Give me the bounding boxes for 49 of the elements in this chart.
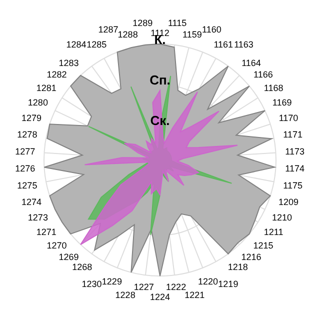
spoke-label: 1229 xyxy=(102,276,122,286)
spoke-label: 1210 xyxy=(272,212,292,222)
spoke-label: 1274 xyxy=(21,196,42,207)
spoke-label: 1283 xyxy=(58,58,79,68)
spoke-label: 1161 xyxy=(214,40,234,50)
spoke-label: 1222 xyxy=(166,282,186,292)
spoke-label: 1168 xyxy=(264,82,284,93)
spoke-label: 1224 xyxy=(150,292,170,302)
spoke-label: 1159 xyxy=(182,30,202,40)
spoke-label: 1230 xyxy=(82,279,102,290)
spoke-label: 1174 xyxy=(285,163,305,174)
spoke-label: 1164 xyxy=(242,58,261,68)
spoke-label: 1282 xyxy=(46,70,67,80)
spoke-label: 1175 xyxy=(283,180,302,190)
spoke-label: 1284 xyxy=(66,40,86,50)
spoke-label: 1215 xyxy=(253,240,274,250)
spoke-label: 1209 xyxy=(278,196,299,207)
spoke-label: 1221 xyxy=(184,290,205,300)
spoke-label: 1227 xyxy=(134,282,154,292)
spoke-label: 1279 xyxy=(21,113,42,124)
spoke-label: 1269 xyxy=(58,252,79,262)
spoke-label: 1289 xyxy=(132,18,153,28)
spoke-label: 1273 xyxy=(28,212,48,222)
spoke-label: 1228 xyxy=(115,290,136,300)
spoke-label: 1287 xyxy=(98,24,118,34)
spoke-label: 1115 xyxy=(168,18,187,28)
spoke-label: 1285 xyxy=(86,40,107,50)
spoke-label: 1278 xyxy=(17,130,38,140)
spoke-label: 1170 xyxy=(278,113,298,124)
spoke-label: 1171 xyxy=(283,130,302,140)
spoke-label: 1173 xyxy=(285,146,305,157)
spoke-label: 1166 xyxy=(254,70,273,80)
spoke-label: 1160 xyxy=(202,24,222,34)
spoke-label: 1219 xyxy=(218,279,238,290)
spoke-label: 1220 xyxy=(198,276,218,286)
spoke-label: 1218 xyxy=(228,262,248,272)
spoke-label: 1268 xyxy=(72,262,92,272)
spoke-label: 1275 xyxy=(17,180,38,190)
spoke-label: 1276 xyxy=(15,163,36,174)
spoke-label: 1288 xyxy=(118,30,138,40)
spoke-label: 1270 xyxy=(46,240,67,250)
spoke-label: 1277 xyxy=(15,146,36,157)
spoke-label: 1211 xyxy=(264,227,284,238)
spoke-label: 1271 xyxy=(36,227,56,238)
spoke-label: 1280 xyxy=(28,98,48,108)
spoke-label: 1216 xyxy=(241,252,262,262)
spoke-label: 1169 xyxy=(272,98,292,108)
spoke-label: 1163 xyxy=(234,40,254,50)
spoke-label: 1281 xyxy=(36,82,56,93)
